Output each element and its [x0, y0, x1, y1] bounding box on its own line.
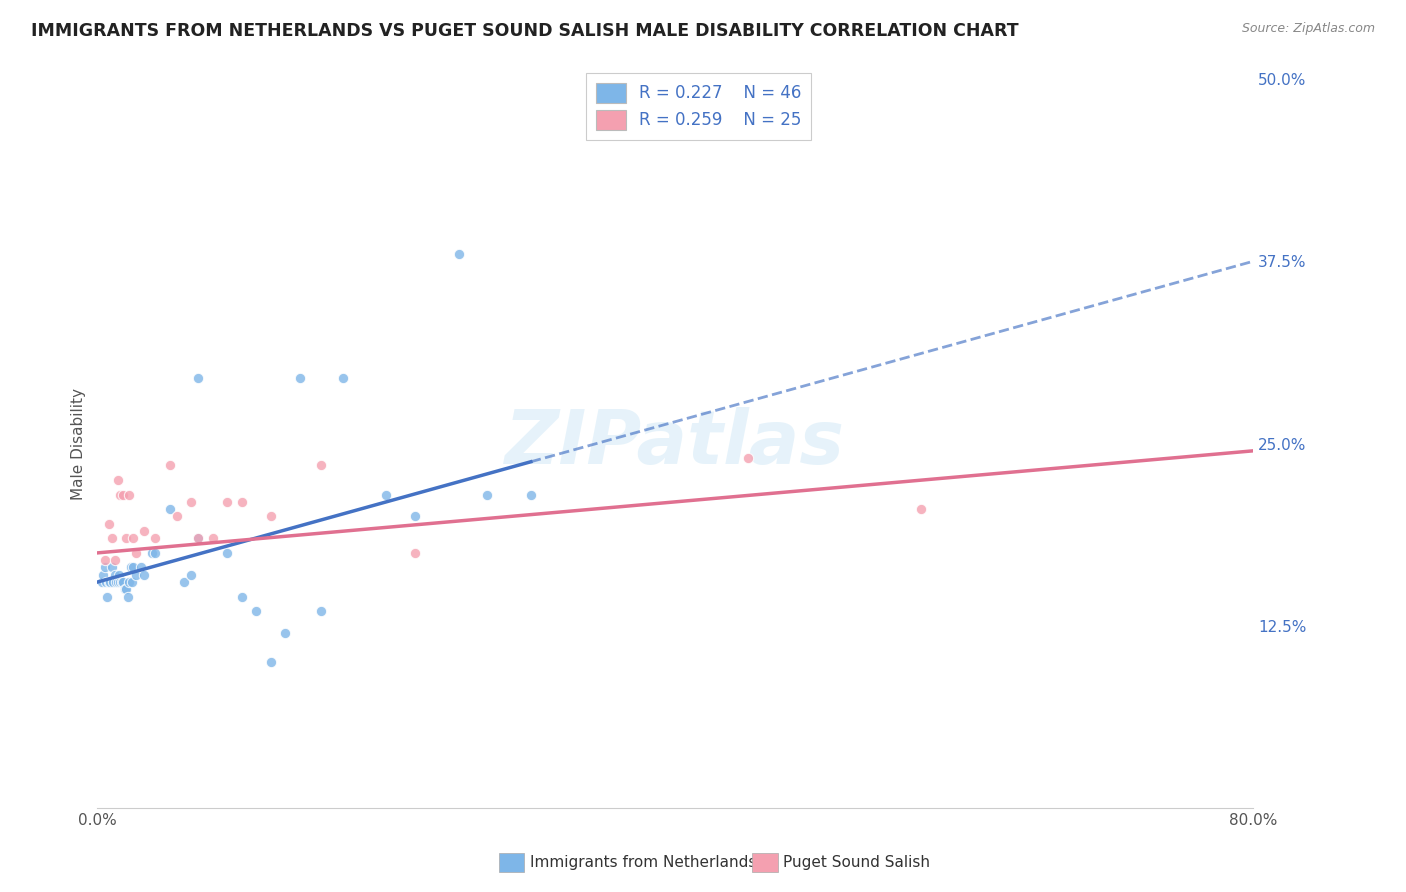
Point	[180, 567, 202, 582]
Point	[118, 487, 141, 501]
Point	[332, 371, 354, 385]
Point	[112, 575, 135, 590]
Point	[217, 546, 239, 560]
Point	[159, 502, 181, 516]
Point	[104, 553, 127, 567]
Point	[180, 495, 202, 509]
Point	[159, 458, 181, 473]
Point	[121, 575, 143, 590]
Point	[96, 590, 118, 604]
Point	[101, 560, 124, 574]
Point	[311, 604, 333, 618]
Point	[311, 458, 333, 473]
Point	[98, 575, 121, 590]
Point	[260, 655, 283, 669]
Point	[245, 604, 267, 618]
Point	[375, 487, 398, 501]
Point	[132, 524, 155, 538]
Y-axis label: Male Disability: Male Disability	[72, 387, 86, 500]
Point	[122, 531, 145, 545]
Point	[143, 546, 166, 560]
Point	[404, 509, 426, 524]
Point	[143, 531, 166, 545]
Point	[132, 567, 155, 582]
Point	[217, 495, 239, 509]
Point	[91, 567, 114, 582]
Point	[110, 575, 132, 590]
Point	[125, 567, 148, 582]
Point	[111, 575, 134, 590]
Point	[231, 590, 253, 604]
Point	[94, 575, 117, 590]
Text: ZIPatlas: ZIPatlas	[505, 407, 845, 480]
Point	[115, 531, 138, 545]
Text: Puget Sound Salish: Puget Sound Salish	[783, 855, 931, 870]
Point	[122, 560, 145, 574]
Point	[110, 487, 132, 501]
Point	[104, 567, 127, 582]
Point	[97, 516, 120, 531]
Point	[120, 560, 142, 574]
Point	[129, 560, 152, 574]
Point	[97, 575, 120, 590]
Point	[103, 575, 125, 590]
Point	[107, 473, 129, 487]
Point	[520, 487, 543, 501]
Point	[93, 560, 115, 574]
Point	[274, 626, 297, 640]
Point	[93, 553, 115, 567]
Point	[125, 546, 148, 560]
Point	[112, 487, 135, 501]
Point	[173, 575, 195, 590]
Point	[910, 502, 932, 516]
Point	[187, 371, 209, 385]
Text: Source: ZipAtlas.com: Source: ZipAtlas.com	[1241, 22, 1375, 36]
Point	[117, 590, 139, 604]
Point	[187, 531, 209, 545]
Point	[141, 546, 163, 560]
Text: IMMIGRANTS FROM NETHERLANDS VS PUGET SOUND SALISH MALE DISABILITY CORRELATION CH: IMMIGRANTS FROM NETHERLANDS VS PUGET SOU…	[31, 22, 1018, 40]
Point	[166, 509, 188, 524]
Point	[187, 531, 209, 545]
Point	[107, 575, 129, 590]
Point	[404, 546, 426, 560]
Point	[477, 487, 499, 501]
Text: Immigrants from Netherlands: Immigrants from Netherlands	[530, 855, 756, 870]
Point	[105, 575, 128, 590]
Point	[288, 371, 311, 385]
Point	[737, 451, 759, 466]
Legend: R = 0.227    N = 46, R = 0.259    N = 25: R = 0.227 N = 46, R = 0.259 N = 25	[585, 73, 811, 140]
Point	[108, 567, 131, 582]
Point	[201, 531, 224, 545]
Point	[115, 582, 138, 597]
Point	[90, 575, 112, 590]
Point	[231, 495, 253, 509]
Point	[101, 531, 124, 545]
Point	[118, 575, 141, 590]
Point	[260, 509, 283, 524]
Point	[447, 247, 470, 261]
Point	[114, 582, 136, 597]
